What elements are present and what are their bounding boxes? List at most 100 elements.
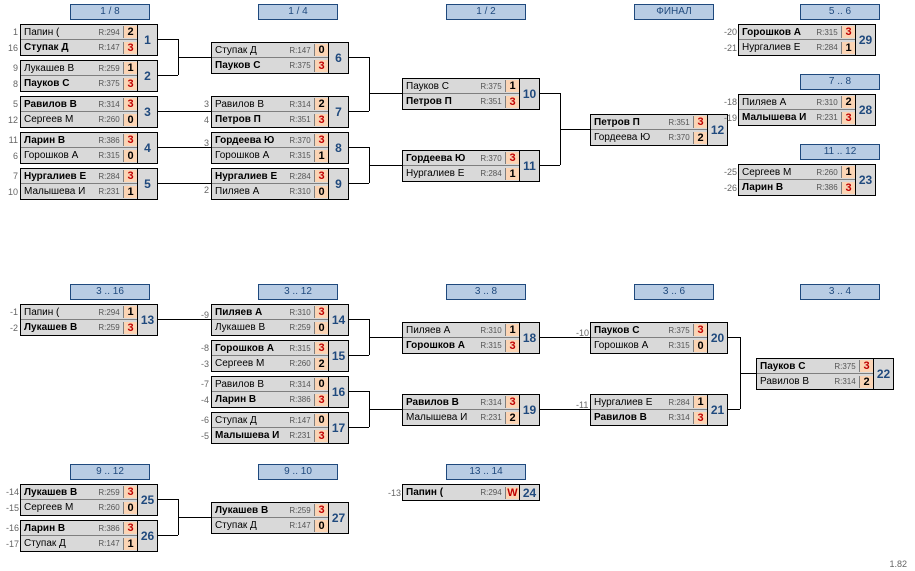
- match-seeds: -10: [576, 322, 590, 354]
- match-number: 4: [138, 132, 158, 164]
- match-players: Нургалиев ЕR:2843Малышева ИR:2311: [20, 168, 138, 200]
- player-name: Ступак Д: [21, 538, 95, 549]
- player-score: 3: [693, 324, 707, 336]
- player-score: 3: [693, 116, 707, 128]
- player-rating: R:259: [95, 64, 123, 73]
- player-row: Сергеев МR:2602: [212, 356, 328, 371]
- player-name: Папин (: [403, 487, 477, 498]
- player-rating: R:370: [477, 154, 505, 163]
- player-name: Ларин В: [739, 182, 813, 193]
- player-row: Горошков АR:3153: [739, 25, 855, 40]
- player-rating: R:314: [831, 377, 859, 386]
- player-score: 3: [859, 360, 873, 372]
- match-players: Равилов ВR:3142Петров ПR:3513: [211, 96, 329, 128]
- player-rating: R:294: [95, 28, 123, 37]
- player-name: Нургалиев Е: [212, 171, 286, 182]
- player-name: Равилов В: [212, 379, 286, 390]
- player-row: Пиляев АR:3102: [739, 95, 855, 110]
- player-name: Ступак Д: [212, 415, 286, 426]
- match-number: 6: [329, 42, 349, 74]
- player-row: Лукашев ВR:2591: [21, 61, 137, 76]
- player-name: Горошков А: [591, 340, 665, 351]
- match-26: -16-17Ларин ВR:3863Ступак ДR:147126: [6, 520, 158, 552]
- player-rating: R:284: [477, 169, 505, 178]
- player-row: Пауков СR:3753: [591, 323, 707, 338]
- player-score: 3: [505, 96, 519, 108]
- player-row: Ступак ДR:1473: [21, 40, 137, 55]
- match-players: Пиляев АR:3102Малышева ИR:2313: [738, 94, 856, 126]
- player-rating: R:147: [286, 46, 314, 55]
- match-19: Равилов ВR:3143Малышева ИR:231219: [388, 394, 540, 426]
- match-seeds: -6-5: [197, 412, 211, 444]
- match-number: 7: [329, 96, 349, 128]
- player-score: 0: [123, 114, 137, 126]
- player-row: Нургалиев ЕR:2841: [591, 395, 707, 410]
- match-seeds: -18-19: [724, 94, 738, 126]
- match-players: Лукашев ВR:2593Сергеев МR:2600: [20, 484, 138, 516]
- player-name: Нургалиев Е: [739, 42, 813, 53]
- player-name: Ступак Д: [212, 520, 286, 531]
- match-14: -9 Пиляев АR:3103Лукашев ВR:259014: [197, 304, 349, 336]
- player-name: Лукашев В: [212, 505, 286, 516]
- player-rating: R:351: [477, 97, 505, 106]
- match-seeds: -11: [576, 394, 590, 426]
- player-name: Горошков А: [212, 150, 286, 161]
- player-name: Нургалиев Е: [403, 168, 477, 179]
- player-score: 1: [314, 150, 328, 162]
- match-number: 20: [708, 322, 728, 354]
- player-row: Пауков СR:3753: [21, 76, 137, 91]
- match-number: 15: [329, 340, 349, 372]
- match-players: Лукашев ВR:2591Пауков СR:3753: [20, 60, 138, 92]
- player-score: 1: [841, 42, 855, 54]
- match-number: 5: [138, 168, 158, 200]
- player-score: 3: [314, 114, 328, 126]
- player-row: Равилов ВR:3143: [591, 410, 707, 425]
- player-row: Петров ПR:3513: [403, 94, 519, 109]
- player-score: 3: [314, 394, 328, 406]
- player-name: Ларин В: [212, 394, 286, 405]
- match-players: Ступак ДR:1470Малышева ИR:2313: [211, 412, 329, 444]
- match-22: Пауков СR:3753Равилов ВR:314222: [742, 358, 894, 390]
- player-rating: R:231: [813, 113, 841, 122]
- player-name: Пиляев А: [403, 325, 477, 336]
- player-score: 3: [123, 42, 137, 54]
- player-row: Горошков АR:3151: [212, 148, 328, 163]
- player-name: Сергеев М: [21, 502, 95, 513]
- player-name: Сергеев М: [212, 358, 286, 369]
- match-1: 116Папин (R:2942Ступак ДR:14731: [6, 24, 158, 56]
- player-name: Горошков А: [21, 150, 95, 161]
- stage-header-s34: 3 .. 4: [800, 284, 880, 300]
- stage-header-s316: 3 .. 16: [70, 284, 150, 300]
- match-6: Ступак ДR:1470Пауков СR:37536: [197, 42, 349, 74]
- player-score: 2: [314, 98, 328, 110]
- match-number: 21: [708, 394, 728, 426]
- player-name: Пиляев А: [212, 307, 286, 318]
- stage-header-s78: 7 .. 8: [800, 74, 880, 90]
- player-score: 1: [505, 80, 519, 92]
- player-rating: R:375: [831, 362, 859, 371]
- player-rating: R:315: [665, 341, 693, 350]
- match-seeds: 34: [197, 96, 211, 128]
- match-players: Папин (R:294W: [402, 484, 520, 501]
- player-row: Горошков АR:3150: [21, 148, 137, 163]
- player-name: Лукашев В: [21, 63, 95, 74]
- player-name: Пиляев А: [212, 186, 286, 197]
- match-number: 9: [329, 168, 349, 200]
- player-rating: R:370: [665, 133, 693, 142]
- player-row: Папин (R:2942: [21, 25, 137, 40]
- player-row: Малышева ИR:2313: [212, 428, 328, 443]
- match-18: Пиляев АR:3101Горошков АR:315318: [388, 322, 540, 354]
- player-score: 3: [314, 60, 328, 72]
- player-row: Пауков СR:3751: [403, 79, 519, 94]
- stage-header-s18: 1 / 8: [70, 4, 150, 20]
- match-number: 18: [520, 322, 540, 354]
- player-name: Нургалиев Е: [21, 171, 95, 182]
- player-rating: R:147: [95, 43, 123, 52]
- player-name: Петров П: [591, 117, 665, 128]
- match-players: Горошков АR:3153Сергеев МR:2602: [211, 340, 329, 372]
- match-seeds: -13: [388, 484, 402, 501]
- stage-header-s56: 5 .. 6: [800, 4, 880, 20]
- player-row: Ларин ВR:3863: [739, 180, 855, 195]
- player-row: Горошков АR:3153: [212, 341, 328, 356]
- player-row: Горошков АR:3153: [403, 338, 519, 353]
